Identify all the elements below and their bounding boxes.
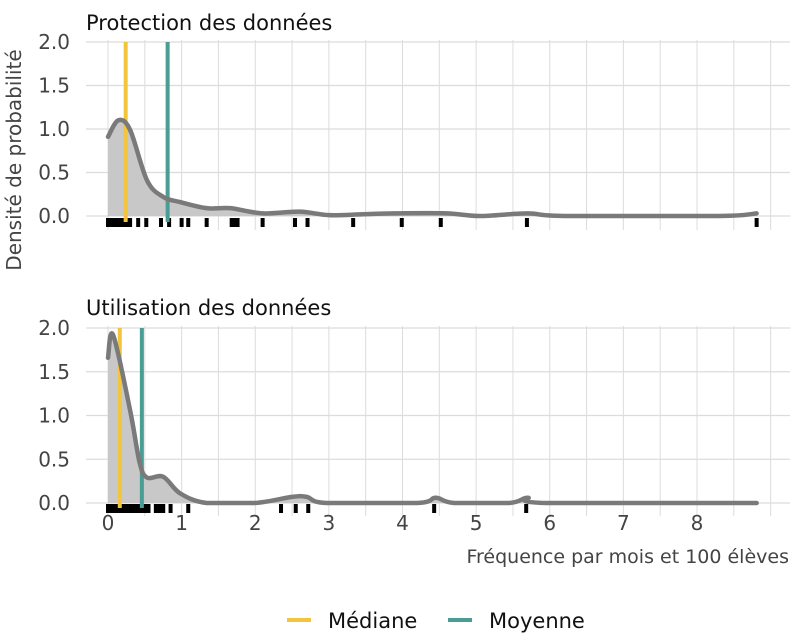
rug-mark (124, 504, 129, 513)
y-tick-label: 0.5 (38, 447, 70, 471)
rug-mark (114, 218, 119, 227)
rug-mark (229, 218, 234, 227)
rug-mark (106, 218, 110, 227)
rug-mark (146, 504, 151, 513)
rug-mark (112, 218, 117, 227)
density-line (105, 331, 759, 506)
y-tick-label: 2.0 (38, 316, 70, 340)
rug-mark (293, 504, 298, 513)
rug-mark (159, 218, 164, 227)
rug-mark (432, 504, 437, 513)
panel-title: Protection des données (86, 11, 332, 35)
density-area (108, 333, 757, 503)
rug-mark (117, 218, 122, 227)
x-tick-label: 6 (543, 511, 556, 535)
panel-title: Utilisation des données (86, 296, 331, 320)
y-tick-label: 0.0 (38, 204, 70, 228)
rug-mark (260, 218, 265, 227)
rug-mark (119, 218, 124, 227)
x-tick-label: 3 (323, 511, 336, 535)
panel-2: 0.0 0.5 1.0 1.5 2.0 Utilisation des données 0 1… (38, 296, 790, 535)
rug-mark (399, 218, 404, 227)
rug-mark (106, 504, 110, 513)
rug-mark (117, 504, 122, 513)
x-tick-label: 1 (175, 511, 188, 535)
rug-mark (157, 504, 162, 513)
rug-mark (136, 218, 141, 227)
rug-mark (114, 504, 119, 513)
density-area (108, 119, 757, 216)
rug-mark (186, 218, 191, 227)
rug-mark (128, 504, 133, 513)
rug-mark (123, 218, 128, 227)
rug-mark (121, 218, 126, 227)
rug-mark (142, 504, 147, 513)
rug-mark (108, 218, 113, 227)
y-tick-label: 1.5 (38, 74, 70, 98)
rug-mark (186, 504, 191, 513)
rug-mark (128, 218, 133, 227)
rug-mark (110, 218, 115, 227)
rug-mark (438, 218, 443, 227)
rug-mark (235, 218, 240, 227)
rug-mark (139, 504, 144, 513)
y-tick-label: 0.5 (38, 161, 70, 185)
legend-median-swatch (287, 618, 311, 622)
y-tick-label: 1.5 (38, 360, 70, 384)
rug-mark (351, 218, 356, 227)
rug-mark (131, 504, 136, 513)
x-tick-label: 7 (617, 511, 630, 535)
rug-mark (232, 218, 237, 227)
rug-mark (279, 504, 284, 513)
rug-mark (108, 504, 113, 513)
y-tick-label: 2.0 (38, 30, 70, 54)
rug-mark (293, 218, 298, 227)
x-axis-label: Fréquence par mois et 100 élèves (466, 546, 789, 568)
legend-mean-swatch (448, 618, 472, 622)
legend: Médiane Moyenne (287, 609, 585, 633)
rug-mark (144, 218, 149, 227)
x-tick-label: 0 (102, 511, 115, 535)
rug-mark (125, 218, 130, 227)
rug-mark (167, 218, 172, 227)
legend-mean-label: Moyenne (489, 609, 585, 633)
rug-mark (161, 504, 166, 513)
rug-mark (179, 218, 184, 227)
rug-mark (111, 504, 116, 513)
density-line (105, 117, 759, 219)
rug-mark (306, 504, 311, 513)
y-tick-label: 1.0 (38, 404, 70, 428)
y-tick-label: 1.0 (38, 117, 70, 141)
x-tick-label: 8 (691, 511, 704, 535)
x-tick-label: 5 (470, 511, 483, 535)
y-axis-label: Densité de probabilité (2, 49, 26, 270)
rug-mark (168, 504, 173, 513)
legend-median-label: Médiane (328, 609, 417, 633)
rug-mark (153, 504, 158, 513)
rug-mark (305, 218, 310, 227)
rug-mark (204, 218, 209, 227)
rug-mark (524, 504, 529, 513)
rug-mark (524, 218, 529, 227)
rug-mark (754, 218, 759, 227)
x-tick-label: 4 (396, 511, 409, 535)
x-tick-label: 2 (249, 511, 262, 535)
rug-mark (135, 504, 140, 513)
y-tick-label: 0.0 (38, 491, 70, 515)
rug-mark (120, 504, 125, 513)
panel-1: 0.0 0.5 1.0 1.5 2.0 Protection des données (38, 11, 790, 230)
